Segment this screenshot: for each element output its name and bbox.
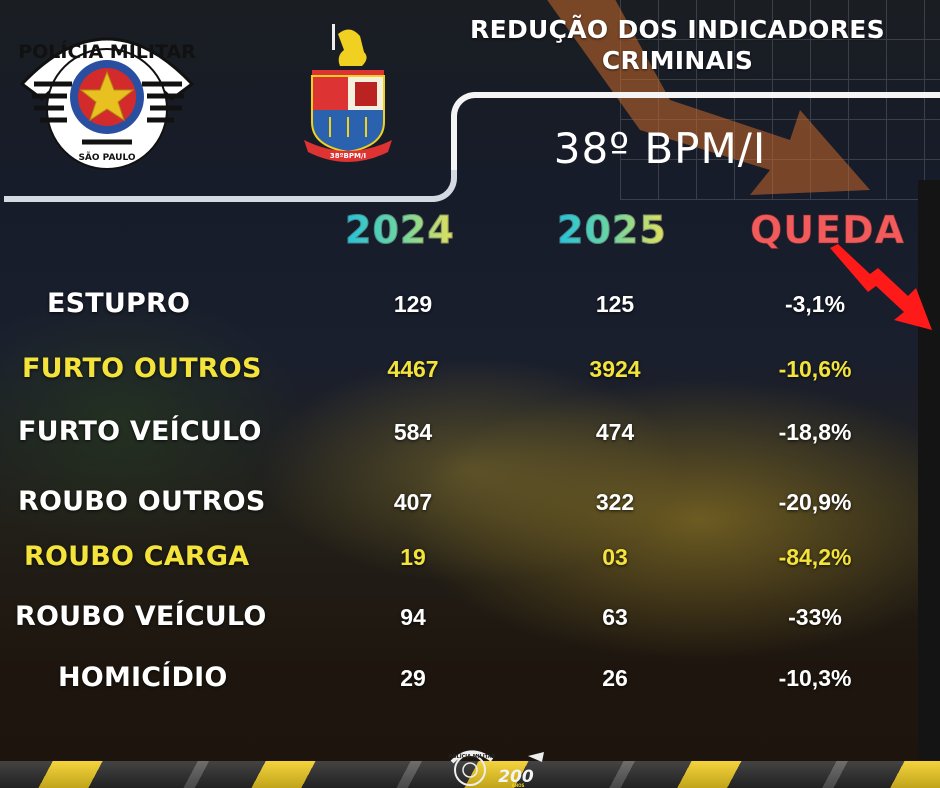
- value-2025: 3924: [589, 356, 641, 382]
- value-queda: -3,1%: [784, 291, 846, 317]
- page-title: REDUÇÃO DOS INDICADORES CRIMINAIS: [440, 14, 915, 76]
- table-row: FURTO OUTROS 4467 3924 -10,6%: [0, 349, 940, 389]
- row-label: HOMICÍDIO: [58, 662, 228, 693]
- value-2025: 63: [602, 604, 628, 630]
- policia-militar-logo: POLÍCIA MILITAR SÃO PAULO: [18, 37, 196, 170]
- value-2024: 94: [400, 604, 426, 630]
- value-queda: -20,9%: [778, 489, 852, 515]
- table-row: HOMICÍDIO 29 26 -10,3%: [0, 658, 940, 698]
- frame-line: [475, 92, 940, 98]
- value-2025: 322: [595, 489, 635, 515]
- svg-text:38ºBPM/I: 38ºBPM/I: [330, 152, 366, 160]
- svg-text:POLÍCIA MILITAR: POLÍCIA MILITAR: [18, 40, 196, 63]
- value-2025: 03: [602, 544, 628, 570]
- red-down-arrow-icon: [830, 244, 932, 330]
- column-header-queda: QUEDA: [749, 208, 906, 253]
- column-header-2025: 2025: [557, 208, 667, 253]
- frame-line: [4, 196, 430, 202]
- battalion-name: 38º BPM/I: [553, 124, 767, 173]
- hazard-stripe-band: [0, 761, 940, 788]
- value-queda: -33%: [788, 604, 842, 630]
- value-queda: -84,2%: [778, 544, 852, 570]
- value-queda: -18,8%: [778, 419, 852, 445]
- title-line-2: CRIMINAIS: [601, 46, 754, 75]
- table-row: FURTO VEÍCULO 584 474 -18,8%: [0, 412, 940, 452]
- value-queda: -10,6%: [778, 356, 852, 382]
- title-line-1: REDUÇÃO DOS INDICADORES: [470, 15, 885, 44]
- row-label: ROUBO OUTROS: [18, 486, 266, 517]
- row-label: ROUBO CARGA: [24, 541, 250, 572]
- value-2025: 125: [595, 291, 635, 317]
- value-2025: 26: [602, 665, 628, 691]
- row-label: FURTO OUTROS: [22, 353, 262, 384]
- table-row: ROUBO VEÍCULO 94 63 -33%: [0, 597, 940, 637]
- svg-text:POLÍCIA MILITAR: POLÍCIA MILITAR: [449, 752, 496, 760]
- frame-line: [451, 118, 457, 176]
- pm-200-anos-badge: POLÍCIA MILITAR 200 ANOS: [449, 750, 544, 788]
- table-row: ROUBO OUTROS 407 322 -20,9%: [0, 482, 940, 522]
- row-label: ROUBO VEÍCULO: [15, 601, 267, 632]
- value-2025: 474: [595, 419, 635, 445]
- svg-text:200: 200: [498, 767, 534, 787]
- row-label: FURTO VEÍCULO: [18, 416, 262, 447]
- value-2024: 19: [400, 544, 426, 570]
- battalion-crest: 38ºBPM/I: [304, 24, 392, 162]
- value-queda: -10,3%: [778, 665, 852, 691]
- column-header-2024: 2024: [345, 208, 455, 253]
- table-row: ESTUPRO 129 125 -3,1%: [0, 284, 940, 324]
- svg-text:ANOS: ANOS: [512, 783, 525, 788]
- background-down-arrow-icon: [547, 0, 870, 195]
- svg-text:SÃO PAULO: SÃO PAULO: [78, 152, 135, 163]
- frame-corner: [451, 92, 481, 122]
- value-2024: 584: [393, 419, 433, 445]
- value-2024: 29: [400, 665, 426, 691]
- value-2024: 4467: [387, 356, 439, 382]
- value-2024: 407: [393, 489, 433, 515]
- row-label: ESTUPRO: [47, 288, 191, 319]
- frame-corner: [426, 170, 457, 202]
- table-row: ROUBO CARGA 19 03 -84,2%: [0, 537, 940, 577]
- value-2024: 129: [393, 291, 433, 317]
